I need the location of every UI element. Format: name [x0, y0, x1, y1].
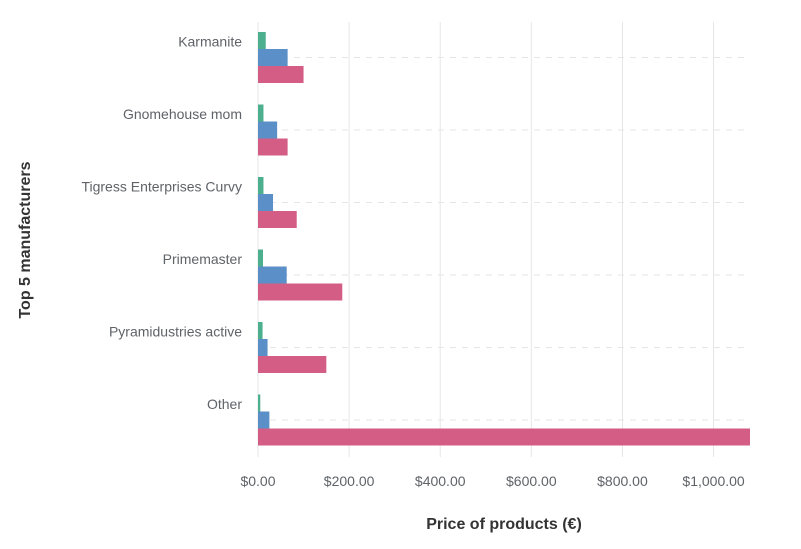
bar — [258, 339, 268, 356]
x-tick-label: $600.00 — [506, 473, 557, 489]
category-label: Pyramidustries active — [109, 324, 242, 340]
bar — [258, 428, 750, 446]
category-label: Tigress Enterprises Curvy — [81, 179, 242, 195]
bar — [258, 66, 304, 83]
bar — [258, 356, 327, 373]
x-axis-title: Price of products (€) — [426, 516, 582, 533]
bar — [258, 138, 288, 156]
bar — [258, 266, 287, 284]
bar — [258, 32, 266, 49]
bar — [258, 49, 288, 66]
x-tick-label: $0.00 — [240, 473, 275, 489]
bar — [258, 249, 264, 267]
category-label: Primemaster — [163, 251, 243, 267]
x-tick-label: $800.00 — [597, 473, 648, 489]
y-axis-title: Top 5 manufacturers — [17, 161, 34, 318]
bar — [258, 411, 270, 429]
bar — [258, 104, 264, 122]
bars — [258, 32, 750, 446]
bar — [258, 211, 297, 228]
bar — [258, 177, 264, 194]
category-label: Karmanite — [178, 34, 242, 50]
category-label: Other — [207, 396, 242, 412]
bar — [258, 194, 274, 211]
bar — [258, 283, 343, 301]
x-tick-label: $200.00 — [324, 473, 375, 489]
x-tick-label: $400.00 — [415, 473, 466, 489]
bar — [258, 322, 263, 339]
x-tick-label: $1,000.00 — [682, 473, 744, 489]
category-label: Gnomehouse mom — [123, 106, 242, 122]
category-labels: Karmanite Gnomehouse mom Tigress Enterpris… — [81, 34, 242, 413]
gridlines — [257, 22, 745, 457]
x-tick-labels: $0.00 $200.00 $400.00 $600.00 $800.00 $1,000.… — [240, 473, 744, 489]
bar — [258, 121, 278, 139]
bar — [258, 394, 261, 412]
